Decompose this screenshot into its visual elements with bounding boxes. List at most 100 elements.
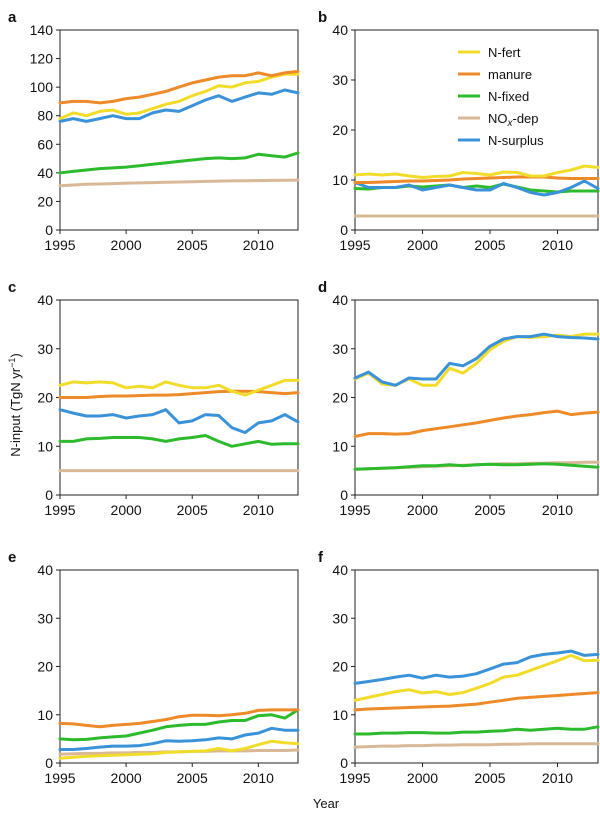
panel-b: 0 10 20 30 40 1995 2000 2005 2010 b	[318, 9, 600, 253]
x-tick-label: 2010	[243, 502, 274, 518]
series-line-manure	[353, 175, 600, 184]
series-line-n-surplus	[353, 649, 600, 685]
panel-letter: c	[8, 279, 16, 296]
nox-subscript: x	[507, 118, 514, 129]
y-tick-label: 10	[332, 172, 348, 188]
y-tick-label: 20	[37, 390, 53, 406]
x-tick-label: 2000	[407, 502, 438, 518]
y-axis-title-close: )	[8, 353, 23, 357]
series-line-n-fixed	[353, 725, 600, 736]
y-tick-label: 80	[37, 108, 53, 124]
x-tick-label: 2010	[243, 237, 274, 253]
panel-letter: e	[8, 549, 16, 566]
legend-item-n-surplus: N-surplus	[458, 133, 544, 148]
y-tick-label: 20	[332, 390, 348, 406]
y-axis-title-superscript: −1	[7, 358, 17, 368]
x-tick-label: 2005	[474, 770, 505, 786]
x-tick-label: 1995	[339, 770, 370, 786]
x-tick-label: 2000	[407, 237, 438, 253]
y-tick-label: 120	[30, 51, 54, 67]
series-line-nox-dep	[58, 178, 300, 188]
legend-item-nox-dep: NOx-dep	[458, 111, 539, 129]
y-tick-label: 0	[45, 755, 53, 771]
panel-letter: f	[318, 549, 324, 566]
y-tick-label: 30	[332, 341, 348, 357]
series-line-n-surplus	[353, 179, 600, 197]
y-tick-label: 0	[340, 222, 348, 238]
panel-c: 0 10 20 30 40 1995 2000 2005 2010 c	[8, 279, 300, 518]
y-tick-label: 20	[332, 122, 348, 138]
x-tick-label: 2000	[111, 237, 142, 253]
series-line-n-surplus	[58, 408, 300, 435]
panel-a-frame	[59, 29, 299, 231]
x-tick-label: 2010	[542, 237, 573, 253]
y-axis-title-main: N-input (TgN yr	[8, 367, 23, 457]
legend-label-n-surplus: N-surplus	[488, 133, 544, 148]
series-line-manure	[58, 69, 300, 105]
y-tick-label: 100	[30, 79, 54, 95]
y-tick-label: 30	[37, 610, 53, 626]
x-tick-label: 2010	[243, 770, 274, 786]
y-tick-label: 140	[30, 22, 54, 38]
series-line-manure	[353, 409, 600, 438]
x-tick-label: 2005	[177, 502, 208, 518]
series-line-n-fert	[58, 739, 300, 760]
y-tick-label: 40	[332, 292, 348, 308]
series-line-manure	[353, 691, 600, 712]
series-line-manure	[58, 708, 300, 729]
y-tick-label: 60	[37, 136, 53, 152]
x-tick-label: 2005	[177, 770, 208, 786]
legend-label-n-fert: N-fert	[488, 45, 521, 60]
panel-letter: a	[8, 9, 17, 26]
panel-a: 0 20 40 60 80 100 120 140 1995 2000 2005 2010 a	[8, 9, 300, 253]
panel-letter: d	[318, 279, 327, 296]
x-tick-label: 2000	[111, 770, 142, 786]
panel-f: 0 10 20 30 40 1995 2000 2005 2010 f	[318, 549, 600, 786]
y-tick-label: 10	[332, 438, 348, 454]
y-tick-label: 30	[332, 72, 348, 88]
series-line-n-fert	[58, 378, 300, 397]
series-line-n-surplus	[353, 332, 600, 387]
x-tick-label: 2010	[542, 770, 573, 786]
y-tick-label: 0	[340, 755, 348, 771]
series-line-n-fert	[353, 653, 600, 702]
x-tick-label: 2005	[177, 237, 208, 253]
panel-d: 0 10 20 30 40 1995 2000 2005 2010 d	[318, 279, 600, 518]
legend: N-fert manure N-fixed NOx-dep N-surplus	[458, 45, 544, 148]
y-tick-label: 10	[37, 707, 53, 723]
x-tick-label: 2005	[474, 237, 505, 253]
series-line-n-surplus	[58, 726, 300, 751]
nox-main: NO	[488, 111, 508, 126]
legend-label-n-fixed: N-fixed	[488, 89, 529, 104]
y-tick-label: 30	[332, 610, 348, 626]
y-tick-label: 40	[332, 562, 348, 578]
panel-letter: b	[318, 9, 327, 26]
legend-item-manure: manure	[458, 67, 532, 82]
x-tick-label: 1995	[339, 502, 370, 518]
series-line-nox-dep	[353, 742, 600, 749]
y-tick-label: 0	[45, 487, 53, 503]
y-tick-label: 0	[340, 487, 348, 503]
x-tick-label: 2005	[474, 502, 505, 518]
legend-label-manure: manure	[488, 67, 532, 82]
series-line-n-fixed	[58, 151, 300, 175]
panel-e: 0 10 20 30 40 1995 2000 2005 2010 e	[8, 549, 300, 786]
x-tick-label: 2000	[407, 770, 438, 786]
y-tick-label: 20	[37, 659, 53, 675]
nox-rest: -dep	[513, 111, 539, 126]
series-line-n-fert	[58, 72, 300, 121]
series-line-n-surplus	[58, 88, 300, 123]
x-tick-label: 1995	[339, 237, 370, 253]
series-line-n-fert	[353, 164, 600, 179]
series-line-n-fixed	[58, 708, 300, 742]
y-tick-label: 20	[37, 193, 53, 209]
panel-b-frame	[354, 29, 599, 231]
y-tick-label: 40	[37, 562, 53, 578]
x-axis-title: Year	[313, 796, 340, 811]
y-tick-label: 40	[37, 165, 53, 181]
y-tick-label: 30	[37, 341, 53, 357]
legend-label-nox-dep: NOx-dep	[488, 111, 539, 129]
x-tick-label: 2000	[111, 502, 142, 518]
